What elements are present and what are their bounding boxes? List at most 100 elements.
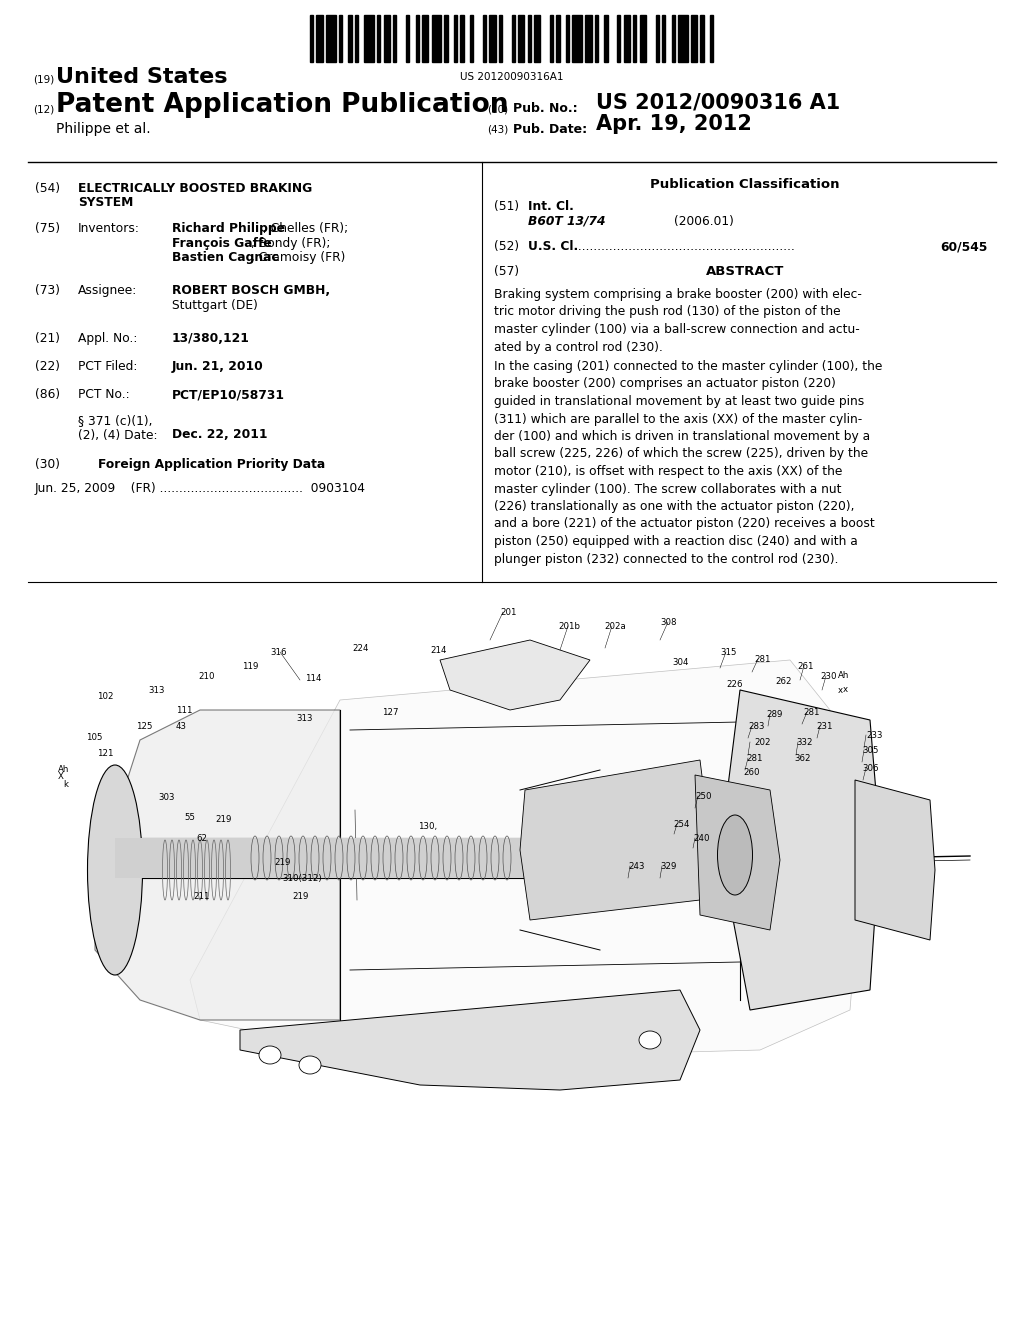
Bar — [662, 15, 666, 62]
Bar — [640, 15, 646, 62]
Polygon shape — [240, 990, 700, 1090]
Bar — [595, 15, 598, 62]
Text: 230: 230 — [820, 672, 837, 681]
Bar — [527, 15, 530, 62]
Bar — [115, 838, 900, 878]
Text: Philippe et al.: Philippe et al. — [56, 121, 151, 136]
Text: (54): (54) — [35, 182, 60, 195]
Text: 55: 55 — [184, 813, 195, 822]
Text: 111: 111 — [176, 706, 193, 715]
Polygon shape — [520, 760, 710, 920]
Bar — [348, 15, 351, 62]
Bar — [377, 15, 380, 62]
Text: , Bondy (FR);: , Bondy (FR); — [252, 236, 331, 249]
Bar — [550, 15, 553, 62]
Text: 313: 313 — [148, 686, 165, 696]
Text: PCT No.:: PCT No.: — [78, 388, 130, 401]
Bar — [339, 15, 342, 62]
Text: 201b: 201b — [558, 622, 580, 631]
Text: (2), (4) Date:: (2), (4) Date: — [78, 429, 158, 441]
Text: In the casing (201) connected to the master cylinder (100), the
brake booster (2: In the casing (201) connected to the mas… — [494, 360, 883, 565]
Bar — [512, 15, 515, 62]
Text: (21): (21) — [35, 333, 60, 345]
Text: (19): (19) — [33, 75, 54, 84]
Text: 313: 313 — [296, 714, 312, 723]
Text: ELECTRICALLY BOOSTED BRAKING: ELECTRICALLY BOOSTED BRAKING — [78, 182, 312, 195]
Bar — [518, 15, 524, 62]
Text: Publication Classification: Publication Classification — [650, 178, 840, 191]
Polygon shape — [95, 710, 340, 1020]
Text: 289: 289 — [766, 710, 782, 719]
Text: ........................................................: ........................................… — [574, 240, 795, 253]
Text: x: x — [838, 686, 843, 696]
Polygon shape — [855, 780, 935, 940]
Bar — [422, 15, 428, 62]
Text: 211: 211 — [193, 892, 210, 902]
Text: 62: 62 — [196, 834, 207, 843]
Bar — [431, 15, 441, 62]
Text: 125: 125 — [136, 722, 153, 731]
Bar — [633, 15, 636, 62]
Text: PCT/EP10/58731: PCT/EP10/58731 — [172, 388, 285, 401]
Bar — [406, 15, 410, 62]
Text: 240: 240 — [693, 834, 710, 843]
Text: B60T 13/74: B60T 13/74 — [528, 214, 605, 227]
Text: 332: 332 — [796, 738, 812, 747]
Bar — [499, 15, 502, 62]
Text: 262: 262 — [775, 677, 792, 686]
Bar — [672, 15, 675, 62]
Text: 210: 210 — [198, 672, 214, 681]
Text: 303: 303 — [158, 793, 174, 803]
Text: (10): (10) — [487, 104, 508, 114]
Text: 305: 305 — [862, 746, 879, 755]
Text: 119: 119 — [242, 663, 258, 671]
Text: Foreign Application Priority Data: Foreign Application Priority Data — [98, 458, 326, 471]
Text: (52): (52) — [494, 240, 519, 253]
Bar — [572, 15, 582, 62]
Text: Dec. 22, 2011: Dec. 22, 2011 — [172, 429, 267, 441]
Bar — [393, 15, 396, 62]
Text: x: x — [843, 685, 848, 694]
Text: ABSTRACT: ABSTRACT — [706, 265, 784, 279]
Text: 362: 362 — [794, 754, 811, 763]
Text: Pub. Date:: Pub. Date: — [513, 123, 587, 136]
Bar — [700, 15, 703, 62]
Text: (51): (51) — [494, 201, 519, 213]
Bar — [624, 15, 630, 62]
Text: (2006.01): (2006.01) — [674, 214, 734, 227]
Bar — [617, 15, 621, 62]
Text: 43: 43 — [176, 722, 187, 731]
Text: 121: 121 — [97, 748, 114, 758]
Text: 233: 233 — [866, 731, 883, 741]
Text: US 2012/0090316 A1: US 2012/0090316 A1 — [596, 92, 841, 114]
Ellipse shape — [639, 1031, 662, 1049]
Text: (12): (12) — [33, 104, 54, 114]
Text: Richard Philippe: Richard Philippe — [172, 222, 285, 235]
Bar — [604, 15, 607, 62]
Text: Jun. 21, 2010: Jun. 21, 2010 — [172, 360, 264, 374]
Text: (57): (57) — [494, 265, 519, 279]
Text: 306: 306 — [862, 764, 879, 774]
Text: 260: 260 — [743, 768, 760, 777]
Bar — [354, 15, 358, 62]
Bar — [710, 15, 713, 62]
Text: Ah: Ah — [58, 766, 70, 774]
Text: 281: 281 — [803, 708, 819, 717]
Text: 281: 281 — [754, 655, 770, 664]
Text: 226: 226 — [726, 680, 742, 689]
Text: 224: 224 — [352, 644, 369, 653]
Ellipse shape — [718, 814, 753, 895]
Text: Ah: Ah — [838, 671, 849, 680]
Text: § 371 (c)(1),: § 371 (c)(1), — [78, 414, 153, 426]
Bar — [566, 15, 569, 62]
Text: 231: 231 — [816, 722, 833, 731]
Text: Int. Cl.: Int. Cl. — [528, 201, 573, 213]
Text: Appl. No.:: Appl. No.: — [78, 333, 137, 345]
Text: (43): (43) — [487, 125, 508, 135]
Text: 315: 315 — [720, 648, 736, 657]
Text: Jun. 25, 2009    (FR) .....................................  0903104: Jun. 25, 2009 (FR) .....................… — [35, 482, 366, 495]
Bar — [534, 15, 541, 62]
Bar — [384, 15, 390, 62]
Bar — [310, 15, 313, 62]
Text: Inventors:: Inventors: — [78, 222, 140, 235]
